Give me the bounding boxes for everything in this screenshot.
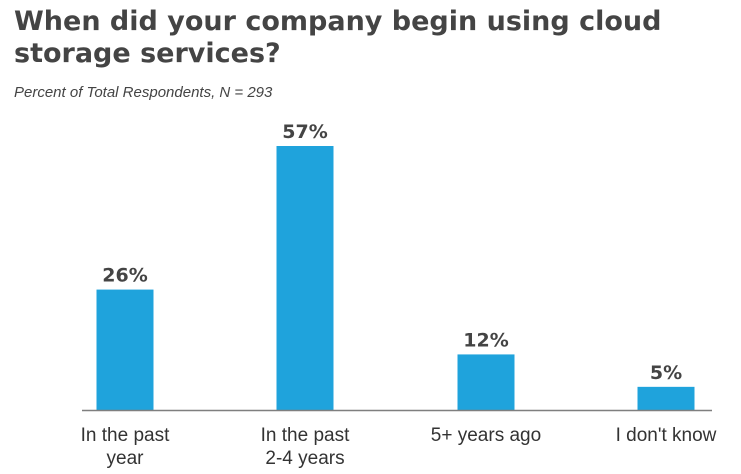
data-label-3: 12%	[463, 329, 508, 351]
category-label-2: In the past 2-4 years	[261, 425, 350, 469]
category-label-1: In the past year	[81, 425, 170, 469]
data-label-2: 57%	[282, 121, 327, 143]
chart-title: When did your company begin using cloud …	[14, 6, 662, 69]
chart-subtitle: Percent of Total Respondents, N = 293	[14, 84, 273, 101]
data-label-4: 5%	[650, 362, 682, 384]
category-label-4: I don't know	[616, 425, 717, 446]
data-label-1: 26%	[102, 265, 147, 287]
bar-4	[637, 386, 695, 410]
bar-2	[276, 146, 334, 410]
category-label-3: 5+ years ago	[431, 425, 541, 446]
bar-3	[457, 354, 515, 410]
bar-1	[96, 289, 154, 410]
